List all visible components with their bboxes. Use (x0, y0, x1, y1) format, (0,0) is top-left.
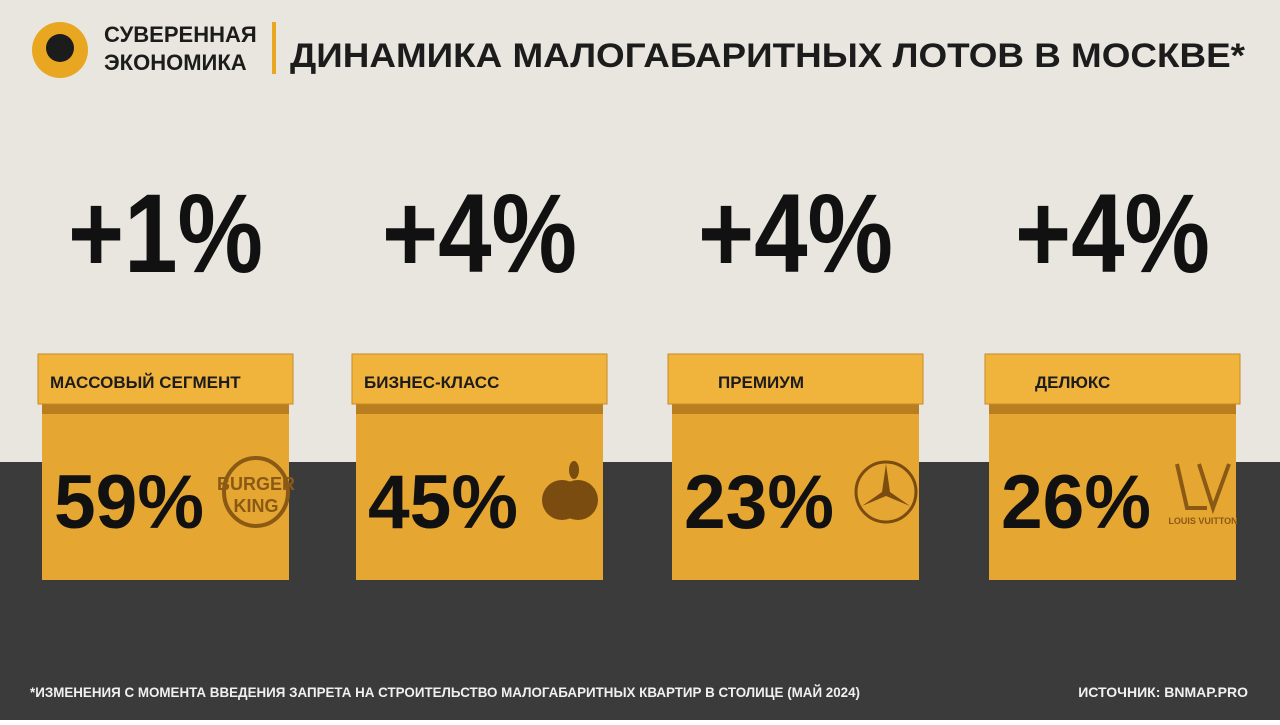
box-lid (984, 353, 1241, 405)
change: +1% (68, 171, 263, 296)
brand-line: ЭКОНОМИКА (104, 50, 247, 75)
segment-label: БИЗНЕС-КЛАСС (364, 373, 499, 392)
share: 23% (684, 460, 834, 545)
box-body (989, 404, 1236, 580)
logo-star (862, 464, 910, 506)
box-lid (37, 353, 294, 405)
box-shadow (989, 404, 1236, 414)
share: 26% (1001, 460, 1151, 545)
logo-lv (1175, 463, 1231, 515)
change: +4% (698, 171, 893, 296)
logo-leaf (569, 461, 579, 479)
title: ДИНАМИКА МАЛОГАБАРИТНЫХ ЛОТОВ В МОСКВЕ* (290, 37, 1246, 75)
box-shadow (356, 404, 603, 414)
logo-bun (222, 456, 290, 528)
divider (272, 22, 276, 74)
box-shadow (42, 404, 289, 414)
logo-text: BURGER (217, 474, 295, 494)
logo-apple (558, 480, 598, 520)
logo-text: KING (234, 496, 279, 516)
segment-label: ДЕЛЮКС (1035, 373, 1110, 392)
footnote: *ИЗМЕНЕНИЯ С МОМЕНТА ВВЕДЕНИЯ ЗАПРЕТА НА… (30, 683, 860, 700)
brand-line: СУВЕРЕННАЯ (104, 22, 257, 47)
box-lid (667, 353, 924, 405)
segment-label: ПРЕМИУМ (718, 373, 804, 392)
share: 59% (54, 460, 204, 545)
box-lid (351, 353, 608, 405)
source: ИСТОЧНИК: BNMAP.PRO (1078, 684, 1248, 700)
logo-ring (854, 460, 918, 524)
box-body (42, 404, 289, 580)
segment-label: МАССОВЫЙ СЕГМЕНТ (50, 373, 241, 392)
share: 45% (368, 460, 518, 545)
box-body (672, 404, 919, 580)
box-shadow (672, 404, 919, 414)
logo-text: LOUIS VUITTON (1168, 516, 1237, 526)
change: +4% (1015, 171, 1210, 296)
logo-bear (46, 34, 74, 62)
change: +4% (382, 171, 577, 296)
